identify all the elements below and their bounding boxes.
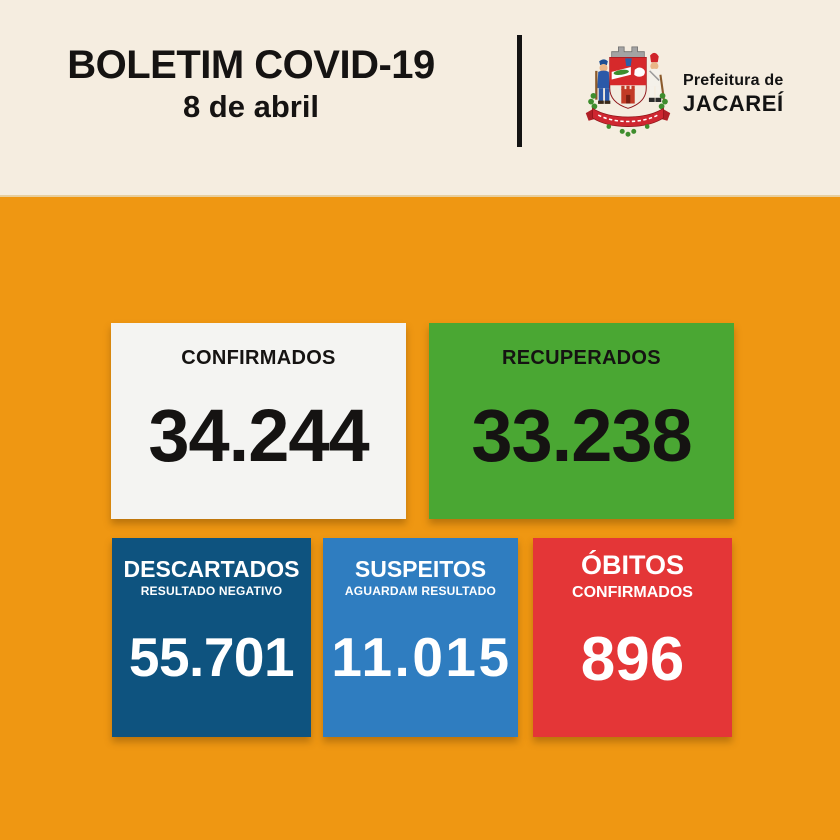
obitos-sublabel: CONFIRMADOS [572,584,693,601]
obitos-value: 896 [580,625,685,694]
card-confirmados: CONFIRMADOS 34.244 [111,323,406,519]
org-name-line2: JACAREÍ [683,91,784,116]
org-text: Prefeitura de JACAREÍ [683,72,784,117]
descartados-label: DESCARTADOS [123,556,300,582]
descartados-value: 55.701 [128,626,295,688]
obitos-label: ÓBITOS [580,550,685,580]
card-suspeitos: SUSPEITOS AGUARDAM RESULTADO 11.015 [323,538,518,737]
recuperados-label: RECUPERADOS [502,347,661,369]
logo-group: Prefeitura de JACAREÍ [580,42,784,147]
confirmados-label: CONFIRMADOS [181,347,336,369]
title-block: BOLETIM COVID-19 8 de abril [55,44,447,125]
confirmados-value: 34.244 [148,394,369,477]
recuperados-value: 33.238 [471,394,692,477]
vertical-divider [517,35,522,147]
header: BOLETIM COVID-19 8 de abril [0,0,840,197]
jacarei-coat-of-arms-icon [580,42,676,147]
suspeitos-label: SUSPEITOS [354,556,487,582]
org-name-line1: Prefeitura de [683,72,784,89]
card-descartados: DESCARTADOS RESULTADO NEGATIVO 55.701 [112,538,311,737]
bulletin-date: 8 de abril [182,89,320,124]
suspeitos-sublabel: AGUARDAM RESULTADO [344,584,497,598]
suspeitos-value: 11.015 [331,626,512,688]
page-title: BOLETIM COVID-19 [67,43,435,87]
card-obitos: ÓBITOS CONFIRMADOS 896 [533,538,732,737]
descartados-sublabel: RESULTADO NEGATIVO [140,584,283,598]
card-recuperados: RECUPERADOS 33.238 [429,323,734,519]
